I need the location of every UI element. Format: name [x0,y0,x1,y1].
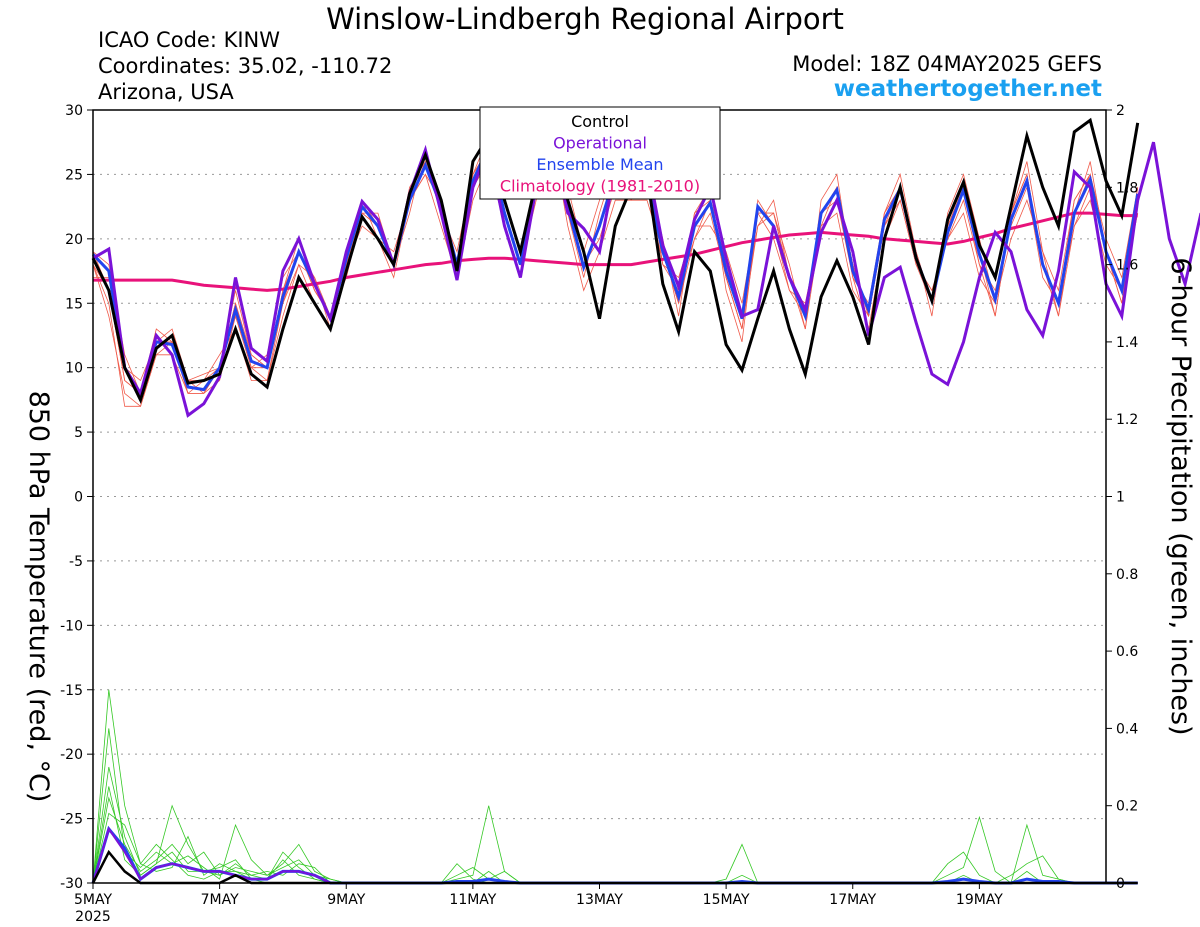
y-tick-label: -20 [60,747,83,763]
legend-entry: Ensemble Mean [536,155,663,174]
main-series [91,117,1200,885]
legend: Control Operational Ensemble Mean Climatolo… [479,106,721,200]
precip-members [92,689,1138,884]
precip-member-line [92,786,1138,884]
precip-member-line [92,689,1138,884]
precip-member-line [92,766,1138,884]
y2-tick-label: 1.6 [1116,258,1138,274]
y-tick-label: 20 [65,232,83,248]
y2-tick-label: 0.8 [1116,567,1138,583]
y2-tick-label: 0.2 [1116,799,1138,815]
legend-entry: Control [571,112,629,131]
y-tick-label: 5 [74,425,83,441]
x-tick-label: 17MAY [829,892,876,908]
y-tick-label: 30 [65,103,83,119]
coordinates: Coordinates: 35.02, -110.72 [98,54,393,78]
axis-ticks: 302520151050-5-10-15-20-25-3021.81.61.41… [60,103,1138,925]
legend-box [479,106,721,200]
year-label: 2025 [75,909,111,925]
y2-tick-label: 0 [1116,876,1125,892]
precip-member-line [92,796,1138,884]
y-tick-label: -15 [60,683,83,699]
model-run-label: Model: 18Z 04MAY2025 GEFS [792,52,1102,76]
y-tick-label: 25 [65,167,83,183]
grid-lines [93,173,1106,820]
x-tick-label: 15MAY [703,892,750,908]
legend-entry: Climatology (1981-2010) [500,177,700,196]
climatology-line [93,211,1138,292]
y2-axis-label: 6-hour Precipitation (green, inches) [1165,257,1196,735]
y-tick-label: 10 [65,361,83,377]
y2-tick-label: 0.6 [1116,644,1138,660]
precip-member-line [92,728,1138,884]
y-axis-label: 850 hPa Temperature (red, °C) [23,391,54,803]
x-tick-label: 19MAY [956,892,1003,908]
y-tick-label: 0 [74,490,83,506]
legend-entry: Operational [553,134,647,153]
y2-tick-label: 0.4 [1116,721,1138,737]
y2-tick-label: 2 [1116,103,1125,119]
y-tick-label: -25 [60,812,83,828]
y2-tick-label: 1 [1116,490,1125,506]
x-tick-label: 9MAY [327,892,365,908]
site-link[interactable]: weathertogether.net [833,76,1102,102]
x-tick-label: 7MAY [201,892,239,908]
region-label: Arizona, USA [98,80,234,104]
y-tick-label: -10 [60,618,83,634]
y2-tick-label: 1.2 [1116,412,1138,428]
chart-title: Winslow-Lindbergh Regional Airport [326,2,844,36]
y2-tick-label: 1.8 [1116,180,1138,196]
y-tick-label: -5 [69,554,83,570]
y2-tick-label: 1.4 [1116,335,1138,351]
x-tick-label: 11MAY [449,892,496,908]
y-tick-label: -30 [60,876,83,892]
x-tick-label: 13MAY [576,892,623,908]
y-tick-label: 15 [65,296,83,312]
temperature-control-line [91,117,1140,404]
x-tick-label: 5MAY [74,892,112,908]
icao-code: ICAO Code: KINW [98,28,281,52]
